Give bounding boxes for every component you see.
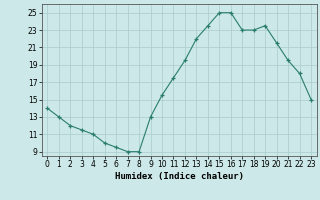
- X-axis label: Humidex (Indice chaleur): Humidex (Indice chaleur): [115, 172, 244, 181]
